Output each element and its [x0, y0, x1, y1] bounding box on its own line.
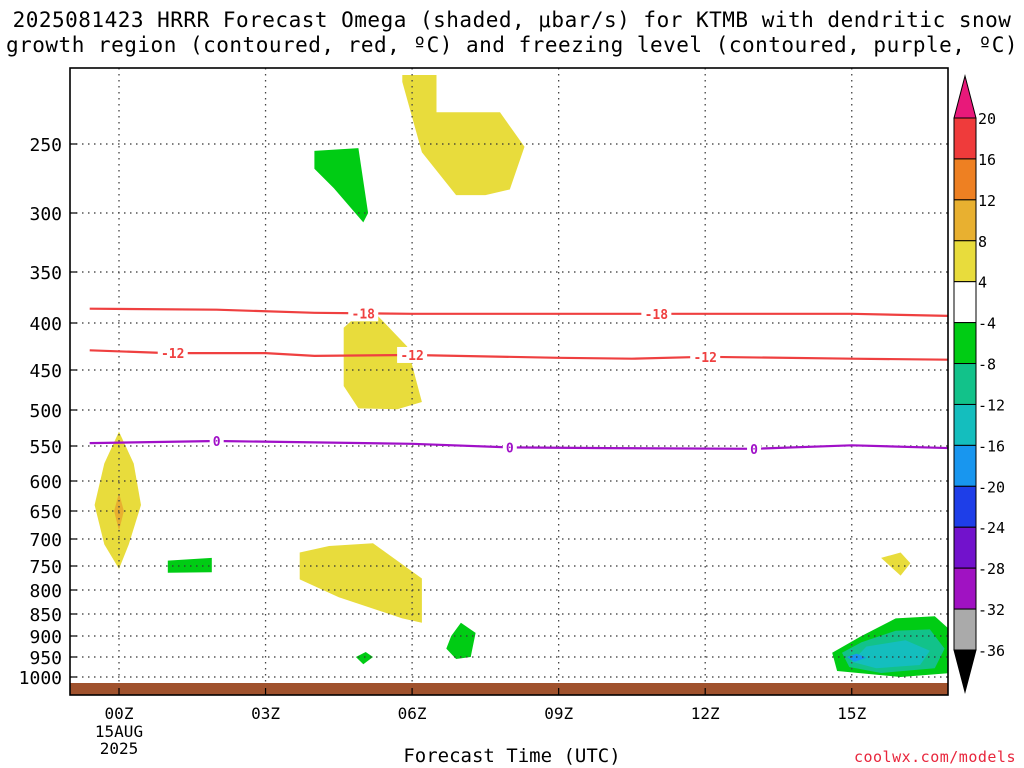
omega-region-5	[167, 557, 212, 573]
contour-label: 0	[506, 441, 514, 456]
contour-label: -12	[161, 347, 184, 362]
y-tick-label: 700	[29, 530, 62, 551]
colorbar-label: 4	[978, 274, 987, 292]
colorbar-label: -28	[978, 560, 1005, 578]
contour-label-bg	[641, 305, 672, 322]
contour-label: 0	[750, 443, 758, 458]
omega-region-7	[355, 652, 373, 665]
y-tick-label: 850	[29, 605, 62, 626]
y-tick-label: 800	[29, 581, 62, 602]
contour-label-bg	[397, 346, 428, 363]
y-tick-label: 350	[29, 263, 62, 284]
x-tick-label: 15Z	[837, 704, 866, 723]
colorbar-bottom-arrow	[953, 649, 977, 694]
colorbar-segment	[953, 240, 977, 283]
x-tick-label: 00Z	[105, 704, 134, 723]
y-tick-label: 650	[29, 502, 62, 523]
colorbar-label: 20	[978, 110, 996, 128]
colorbar-label: -20	[978, 478, 1005, 496]
x-tick-label: 09Z	[544, 704, 573, 723]
y-tick-label: 250	[29, 135, 62, 156]
x-tick-sublabel: 2025	[100, 739, 139, 758]
colorbar-segment	[953, 363, 977, 405]
plot-area: -18 -18 -12 -12 -12 0 0 0	[70, 68, 948, 695]
omega-region-2	[343, 305, 422, 410]
colorbar-top-arrow	[953, 74, 977, 119]
colorbar-segment	[953, 403, 977, 446]
x-axis-label: Forecast Time (UTC)	[403, 745, 621, 767]
colorbar-label: -24	[978, 519, 1005, 537]
contour-label-bg	[747, 440, 762, 457]
colorbar-label: -8	[978, 356, 996, 374]
y-tick-label: 1000	[19, 668, 62, 689]
plot-frame	[69, 67, 949, 696]
omega-region-13	[846, 653, 867, 662]
colorbar-label: 16	[978, 151, 996, 169]
contour-label-bg	[209, 432, 224, 449]
contour-label: -18	[352, 307, 376, 322]
colorbar-segment	[953, 199, 977, 242]
contour-label: -12	[693, 351, 716, 366]
colorbar-label: -16	[978, 437, 1005, 455]
omega-region-4	[114, 493, 124, 531]
y-tick-label: 300	[29, 204, 62, 225]
y-tick-label: 550	[29, 437, 62, 458]
contour-label-bg	[690, 348, 721, 365]
colorbar-label: 8	[978, 233, 987, 251]
y-tick-label: 400	[29, 314, 62, 335]
colorbar-segment	[953, 322, 977, 365]
omega-region-9	[881, 552, 911, 576]
x-tick-label: 06Z	[398, 704, 427, 723]
omega-region-12	[851, 640, 930, 669]
x-tick-label: 03Z	[251, 704, 280, 723]
ground-strip	[70, 683, 948, 695]
colorbar-segment	[953, 158, 977, 201]
colorbar-label: -32	[978, 601, 1005, 619]
colorbar-segment	[953, 444, 977, 487]
y-tick-label: 500	[29, 401, 62, 422]
colorbar-label: -12	[978, 396, 1005, 414]
colorbar-segment	[953, 485, 977, 528]
colorbar-segment	[953, 526, 977, 569]
omega-region-6	[299, 543, 422, 623]
colorbar-segment	[953, 567, 977, 610]
y-tick-label: 900	[29, 627, 62, 648]
chart-title-line-1: 2025081423 HRRR Forecast Omega (shaded, …	[12, 8, 1012, 32]
y-tick-label: 450	[29, 361, 62, 382]
omega-region-1	[314, 148, 369, 223]
chart-title-line-2: growth region (contoured, red, ºC) and f…	[5, 33, 1019, 57]
colorbar-label: 12	[978, 192, 996, 210]
contour-temperature-1	[89, 349, 948, 361]
colorbar-label: -4	[978, 315, 996, 333]
colorbar-label: -36	[978, 642, 1005, 660]
colorbar-segment	[953, 608, 977, 651]
contour-label-bg	[502, 439, 517, 456]
contour-label: -12	[400, 349, 423, 364]
x-tick-label: 12Z	[691, 704, 720, 723]
credit-text: coolwx.com/models	[853, 748, 1016, 766]
x-tick-sublabel: 15AUG	[95, 722, 143, 741]
contour-label-bg	[348, 305, 379, 322]
contour-label: 0	[213, 435, 221, 450]
contour-temperature-0	[89, 307, 948, 317]
colorbar-segment	[953, 117, 977, 160]
contour-label-bg	[157, 345, 188, 362]
colorbar-segment	[953, 281, 977, 324]
y-tick-label: 750	[29, 557, 62, 578]
y-tick-label: 600	[29, 472, 62, 493]
y-tick-label: 950	[29, 648, 62, 669]
omega-region-0	[402, 75, 525, 196]
omega-region-8	[446, 622, 476, 659]
contour-label: -18	[645, 308, 669, 323]
